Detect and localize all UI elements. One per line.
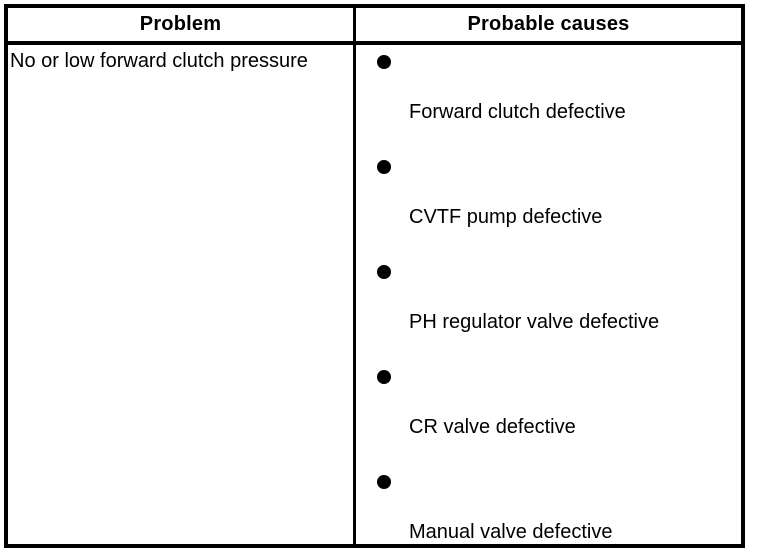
cause-label: CR valve defective: [409, 416, 576, 438]
cause-item: CVTF pump defective: [356, 150, 741, 255]
cause-label: Forward clutch defective: [409, 101, 626, 123]
causes-header-label: Probable causes: [467, 13, 630, 35]
cause-label: Manual valve defective: [409, 521, 613, 543]
bullet-icon: [377, 265, 391, 279]
problem-cell: No or low forward clutch pressure: [8, 45, 356, 544]
causes-column-header: Probable causes: [356, 8, 741, 45]
diagnostic-table: Problem Probable causes No or low forwar…: [4, 4, 745, 548]
bullet-icon: [377, 160, 391, 174]
cause-label: PH regulator valve defective: [409, 311, 660, 333]
cause-item: Forward clutch defective: [356, 45, 741, 150]
cause-item: Manual valve defective: [356, 465, 741, 544]
cause-item: CR valve defective: [356, 360, 741, 465]
bullet-icon: [377, 475, 391, 489]
causes-cell: Forward clutch defective CVTF pump defec…: [356, 45, 741, 544]
problem-text: No or low forward clutch pressure: [10, 50, 308, 72]
cause-item: PH regulator valve defective: [356, 255, 741, 360]
bullet-icon: [377, 370, 391, 384]
problem-column-header: Problem: [8, 8, 356, 45]
cause-label: CVTF pump defective: [409, 206, 603, 228]
problem-header-label: Problem: [139, 13, 222, 35]
bullet-icon: [377, 55, 391, 69]
